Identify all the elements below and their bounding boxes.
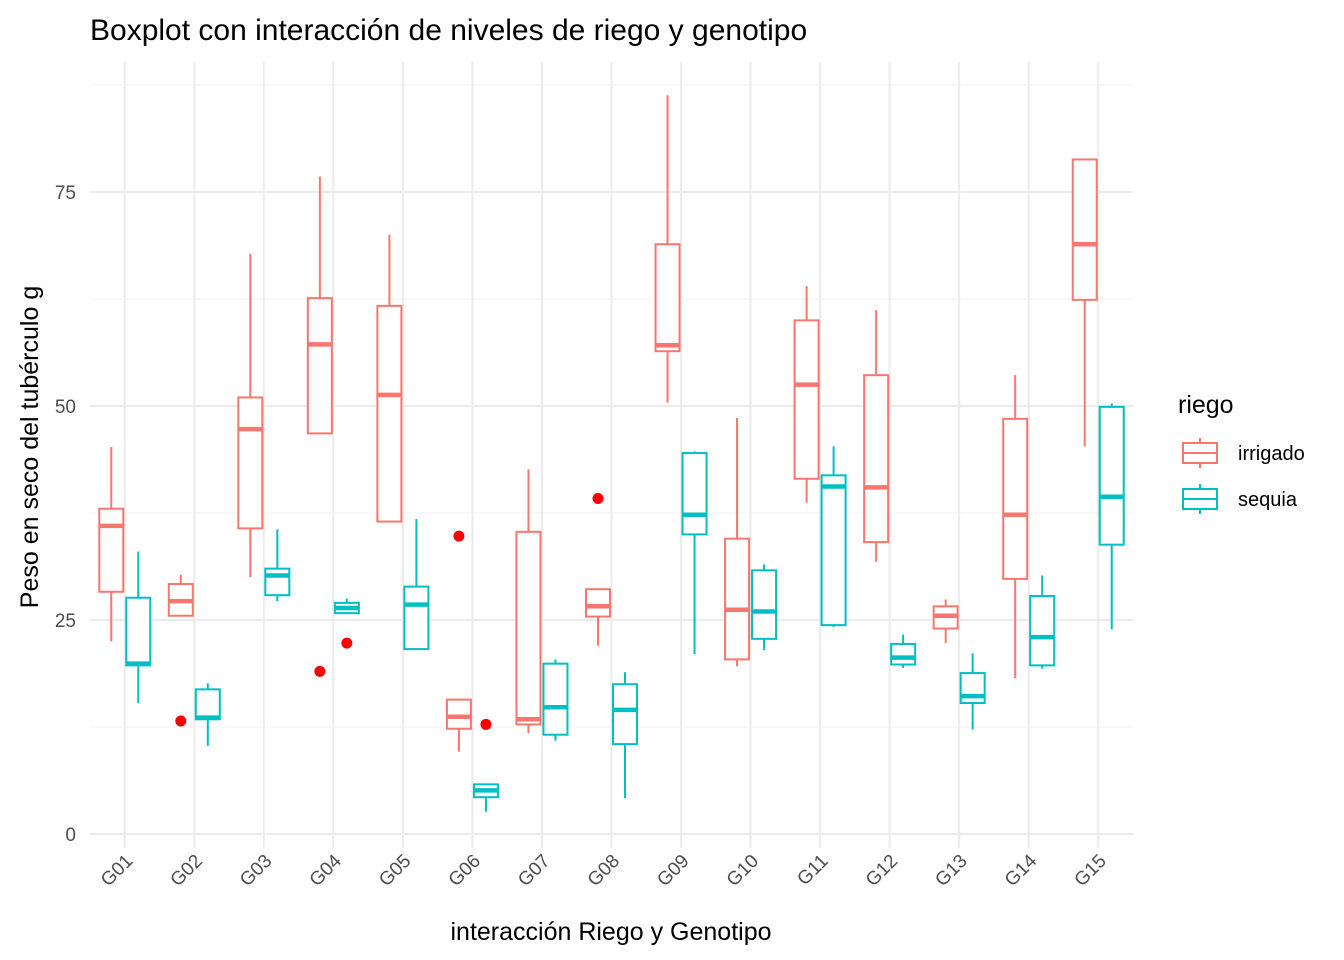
outlier-point <box>480 718 492 730</box>
box-irrigado-G03 <box>237 253 264 578</box>
box-body <box>612 683 638 746</box>
legend: riego irrigado sequia <box>1178 391 1305 514</box>
outlier-point <box>453 530 465 542</box>
box-body <box>751 569 778 640</box>
box-body <box>1029 595 1056 667</box>
x-tick-label: G13 <box>931 851 971 891</box>
x-tick-label: G07 <box>514 851 554 891</box>
box-body <box>1071 158 1098 301</box>
box-sequia-G08 <box>612 672 638 799</box>
box-irrigado-G09 <box>654 95 681 403</box>
y-tick-label: 50 <box>55 397 76 418</box>
box-body <box>1098 405 1125 546</box>
x-tick-label: G14 <box>1001 850 1042 891</box>
x-tick-label: G03 <box>236 851 276 891</box>
box-body <box>445 698 472 730</box>
x-tick-label: G10 <box>723 851 763 891</box>
box-irrigado-G08 <box>585 492 611 646</box>
box-body <box>959 672 986 705</box>
y-axis: 0 25 50 75 <box>55 183 76 846</box>
box-irrigado-G04 <box>306 176 333 677</box>
grid <box>90 62 1133 848</box>
box-irrigado-G05 <box>376 234 403 523</box>
outlier-point <box>314 665 326 677</box>
outlier-point <box>592 492 604 504</box>
box-irrigado-G14 <box>1002 375 1029 679</box>
x-tick-label: G05 <box>375 851 415 891</box>
box-sequia-G01 <box>125 551 152 704</box>
legend-items: irrigado sequia <box>1182 438 1305 514</box>
box-sequia-G10 <box>751 564 778 650</box>
x-tick-label: G08 <box>584 851 624 891</box>
box-sequia-G12 <box>890 634 917 668</box>
legend-title: riego <box>1178 391 1234 419</box>
legend-label: irrigado <box>1238 443 1305 465</box>
x-tick-label: G02 <box>167 851 207 891</box>
box-body <box>194 688 221 721</box>
legend-item-irrigado: irrigado <box>1182 438 1305 468</box>
box-irrigado-G02 <box>167 574 194 727</box>
y-tick-label: 25 <box>55 611 76 632</box>
x-tick-label: G01 <box>97 851 137 891</box>
x-tick-label: G11 <box>793 851 832 890</box>
x-tick-label: G06 <box>445 851 485 891</box>
box-body <box>724 537 751 661</box>
x-tick-label: G12 <box>862 851 902 891</box>
box-body <box>237 396 264 530</box>
box-body <box>542 662 569 736</box>
box-body <box>654 243 681 353</box>
box-irrigado-G01 <box>98 447 125 642</box>
box-sequia-G03 <box>264 529 291 602</box>
outlier-point <box>175 715 187 727</box>
box-body <box>793 319 820 480</box>
box-irrigado-G11 <box>793 286 820 503</box>
x-tick-label: G04 <box>306 850 347 891</box>
box-irrigado-G15 <box>1071 158 1098 447</box>
box-irrigado-G10 <box>724 417 751 667</box>
box-irrigado-G07 <box>515 469 542 733</box>
box-sequia-G06 <box>472 718 499 812</box>
box-body <box>820 474 847 627</box>
outlier-point <box>341 637 353 649</box>
box-irrigado-G13 <box>932 599 959 644</box>
x-tick-label: G15 <box>1071 851 1111 891</box>
y-tick-label: 75 <box>55 183 76 204</box>
box-body <box>376 304 403 523</box>
box-body <box>264 567 291 597</box>
box-body <box>306 297 333 435</box>
y-tick-label: 0 <box>65 825 76 846</box>
box-body <box>403 585 430 651</box>
box-sequia-G14 <box>1029 575 1056 669</box>
box-irrigado-G06 <box>445 530 472 752</box>
box-sequia-G13 <box>959 653 986 730</box>
box-body <box>125 596 152 667</box>
box-body <box>98 507 125 593</box>
box-layer <box>98 95 1125 812</box>
x-tick-label: G09 <box>653 851 693 891</box>
box-sequia-G05 <box>403 518 430 651</box>
box-body <box>1002 417 1029 580</box>
box-sequia-G02 <box>194 683 221 746</box>
x-axis-title: interacción Riego y Genotipo <box>450 918 771 946</box>
x-axis: G01 G02 G03 G04 G05 G06 G07 G08 G09 G10 G11 G12 G13 G… <box>97 850 1111 891</box>
box-body <box>863 374 890 544</box>
box-sequia-G15 <box>1098 403 1125 630</box>
legend-label: sequia <box>1238 489 1298 511</box>
chart-title: Boxplot con interacción de niveles de ri… <box>90 14 807 47</box>
box-sequia-G11 <box>820 446 847 627</box>
box-body <box>585 588 611 618</box>
box-body <box>890 642 917 666</box>
y-axis-title: Peso en seco del tubérculo g <box>16 286 44 608</box>
legend-item-sequia: sequia <box>1182 484 1298 514</box>
box-sequia-G09 <box>681 451 708 655</box>
box-irrigado-G12 <box>863 310 890 562</box>
box-sequia-G04 <box>333 598 360 649</box>
box-sequia-G07 <box>542 659 569 741</box>
box-body <box>681 452 708 536</box>
box-body <box>515 530 542 726</box>
